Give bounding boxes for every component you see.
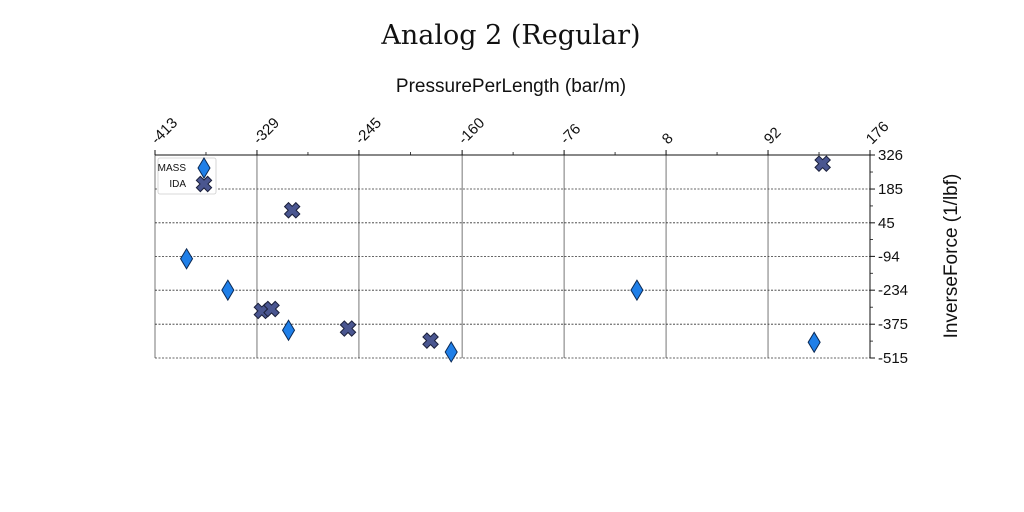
x-tick-label: 176 xyxy=(863,118,893,148)
ida-point xyxy=(422,332,439,349)
x-tick-label: 92 xyxy=(761,124,785,148)
axes xyxy=(154,150,875,359)
ida-point-shape xyxy=(422,332,439,349)
ida-point xyxy=(283,201,301,219)
mass-point xyxy=(444,340,458,363)
legend: MASS IDA xyxy=(157,157,217,195)
ida-point-shape xyxy=(283,201,301,219)
y-tick-label: -94 xyxy=(878,248,900,265)
legend-label: IDA xyxy=(169,179,186,190)
ida-point-shape xyxy=(263,300,280,318)
y-axis-label: InverseForce (1/lbf) xyxy=(941,174,962,339)
legend-ida-marker-shape xyxy=(195,175,213,193)
y-tick-label: -515 xyxy=(878,350,908,367)
y-tick-label: -234 xyxy=(878,282,908,299)
mass-point xyxy=(281,319,296,342)
grid xyxy=(154,154,871,359)
ida-point-shape xyxy=(339,320,357,337)
x-tick-label: -245 xyxy=(352,115,385,148)
x-tick-label: -413 xyxy=(148,115,181,148)
data-points xyxy=(179,155,832,363)
ida-point xyxy=(814,155,832,173)
legend-ida-marker xyxy=(195,175,213,193)
y-tick-label: 326 xyxy=(878,147,903,164)
mass-point xyxy=(221,279,235,302)
mass-point xyxy=(630,279,644,302)
legend-mass-marker xyxy=(197,157,211,179)
y-tick-label: 185 xyxy=(878,181,903,198)
x-tick-label: -76 xyxy=(557,120,584,147)
mass-point xyxy=(179,247,194,270)
y-tick-label: 45 xyxy=(878,215,895,232)
ida-point xyxy=(263,300,280,318)
chart-title: Analog 2 (Regular) xyxy=(380,20,640,51)
mass-point xyxy=(807,331,821,354)
legend-label: MASS xyxy=(158,163,187,174)
ida-point-shape xyxy=(814,155,832,173)
x-tick-label: -329 xyxy=(250,115,283,148)
x-axis-label: PressurePerLength (bar/m) xyxy=(396,76,626,97)
ida-point xyxy=(339,320,357,337)
y-tick-label: -375 xyxy=(878,316,908,333)
x-tick-label: 8 xyxy=(659,130,677,148)
x-tick-label: -160 xyxy=(455,115,488,148)
